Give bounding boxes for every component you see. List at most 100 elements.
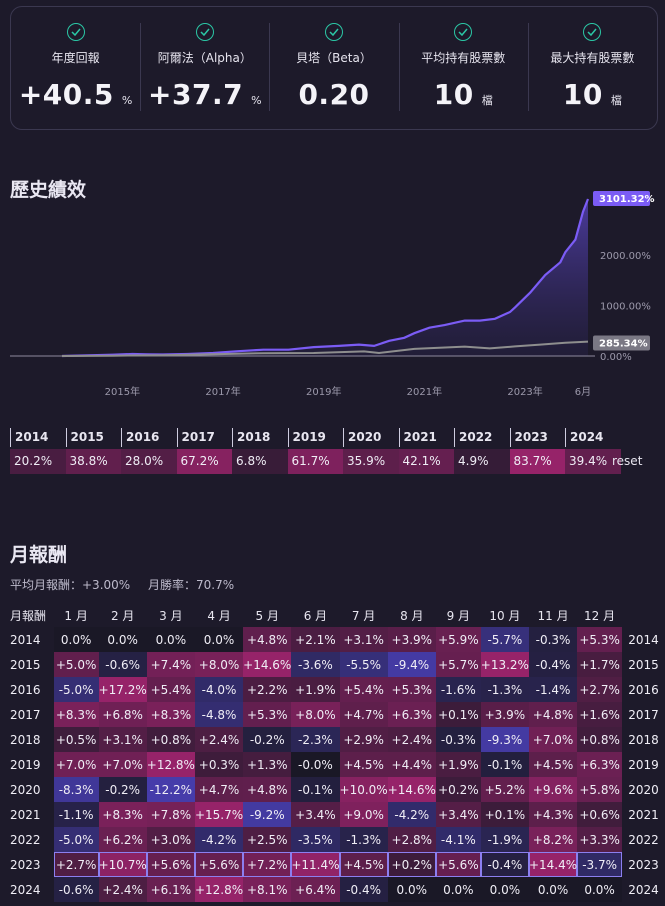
month-header: 10 月: [489, 608, 521, 623]
month-return-cell: +2.7%: [577, 677, 623, 702]
table-row: 2017 +8.3% +6.8% +8.3% -4.8% +5.3% +8.0% +4.7% +…: [4, 702, 665, 727]
row-year-label-right: 2021: [628, 807, 659, 822]
month-return-cell: -0.4%: [528, 652, 578, 677]
x-tick-label: 2015年: [105, 385, 140, 398]
month-return-cell: +0.1%: [435, 702, 481, 727]
monthly-summary: 平均月報酬：+3.00% 月勝率：70.7%: [10, 576, 234, 593]
month-return-cell: +1.9%: [291, 677, 340, 702]
year-cell[interactable]: 2024 39.4%: [565, 428, 621, 476]
year-cell[interactable]: 2016 28.0%: [121, 428, 177, 476]
row-year-label-right: 2022: [628, 832, 659, 847]
month-header: 9 月: [446, 608, 471, 623]
month-return-cell: -1.9%: [480, 827, 529, 852]
stat-label: 平均持有股票數: [421, 51, 506, 65]
month-return-cell: -3.5%: [291, 827, 340, 852]
month-return-cell: +8.3%: [53, 702, 99, 727]
stat-value: +40.5: [18, 78, 114, 111]
history-chart[interactable]: 2000.00% 1000.00% 0.00% 2015年 2017年 2019年 2021…: [0, 185, 665, 405]
month-return-cell: -2.3%: [291, 727, 340, 752]
y-tick-label: 2000.00%: [600, 251, 651, 262]
year-cell[interactable]: 2017 67.2%: [176, 428, 232, 476]
month-return-cell: +5.0%: [53, 652, 99, 677]
month-return-cell: -5.5%: [339, 652, 388, 677]
year-cell[interactable]: 2023 83.7%: [509, 428, 565, 476]
year-label: 2016: [121, 428, 159, 447]
month-return-cell: +6.4%: [291, 877, 340, 902]
month-return-cell: -4.2%: [387, 802, 436, 827]
month-return-cell: +12.8%: [194, 877, 244, 902]
month-return-cell: +4.3%: [528, 802, 578, 827]
month-return-cell: -3.6%: [291, 652, 340, 677]
stat-label: 貝塔（Beta）: [296, 51, 372, 65]
month-return-cell: +1.7%: [577, 652, 623, 677]
row-year-label-right: 2020: [628, 782, 659, 797]
month-header: 5 月: [255, 608, 279, 623]
year-cell[interactable]: 2021 42.1%: [398, 428, 454, 476]
stat-max-holdings: 最大持有股票數 10 檔: [527, 7, 657, 129]
month-return-cell: -0.6%: [53, 877, 99, 902]
row-year-label-right: 2018: [628, 732, 659, 747]
month-return-cell: -1.3%: [480, 677, 529, 702]
month-return-cell: +0.1%: [480, 802, 529, 827]
month-return-cell: +0.8%: [146, 727, 195, 752]
month-return-cell: -5.7%: [480, 627, 529, 652]
svg-text:285.34%: 285.34%: [599, 339, 648, 350]
table-row: 2022 -5.0% +6.2% +3.0% -4.2% +2.5% -3.5% -1.3% +…: [4, 827, 665, 852]
table-row: 2024 -0.6% +2.4% +6.1% +12.8% +8.1% +6.4% -0.4%…: [4, 877, 665, 902]
month-return-cell: +4.5%: [339, 852, 388, 877]
month-return-cell: +3.9%: [480, 702, 529, 727]
table-row: 2015 +5.0% -0.6% +7.4% +8.0% +14.6% -3.6% -5.5%…: [4, 652, 665, 677]
month-return-cell: +4.8%: [528, 702, 578, 727]
monthly-title: 月報酬: [10, 544, 68, 566]
month-return-cell: -0.4%: [480, 852, 529, 877]
stat-unit: %: [121, 94, 133, 107]
month-return-cell: +2.2%: [243, 677, 292, 702]
month-return-cell: -0.3%: [528, 627, 578, 652]
stat-unit: %: [251, 94, 262, 107]
month-return-cell: -0.3%: [435, 727, 481, 752]
month-return-cell: -0.6%: [98, 652, 147, 677]
month-return-cell: +13.2%: [480, 652, 529, 677]
row-year-label: 2022: [10, 832, 41, 847]
month-return-cell: +12.8%: [146, 752, 195, 777]
reset-button[interactable]: reset: [612, 454, 643, 468]
month-return-cell: +9.6%: [528, 777, 578, 802]
month-return-cell: +7.2%: [243, 852, 292, 877]
row-year-label-right: 2016: [628, 682, 659, 697]
month-return-cell: +5.8%: [577, 777, 623, 802]
stat-value: 10: [562, 78, 603, 111]
table-row: 2018 +0.5% +3.1% +0.8% +2.4% -0.2% -2.3% +2.9% +…: [4, 727, 665, 752]
x-tick-label: 2021年: [407, 385, 442, 398]
year-cell[interactable]: 2018 6.8%: [232, 428, 288, 476]
month-return-cell: +17.2%: [98, 677, 147, 702]
month-return-cell: +2.4%: [98, 877, 147, 902]
row-year-label: 2023: [10, 857, 41, 872]
month-return-cell: 0.0%: [435, 877, 481, 902]
stat-alpha: 阿爾法（Alpha） +37.7%: [140, 7, 269, 129]
table-row: 2021 -1.1% +8.3% +7.8% +15.7% -9.2% +3.4% +9.0%…: [4, 802, 665, 827]
year-cell[interactable]: 2015 38.8%: [65, 428, 121, 476]
month-header: 6 月: [303, 608, 328, 623]
stat-unit: 檔: [481, 94, 493, 107]
row-year-label-right: 2023: [628, 857, 659, 872]
row-year-label-right: 2017: [628, 707, 659, 722]
month-return-cell: +6.3%: [387, 702, 436, 727]
year-cell[interactable]: 2022 4.9%: [454, 428, 510, 476]
month-return-cell: +0.5%: [53, 727, 99, 752]
month-return-cell: -5.0%: [53, 677, 99, 702]
month-return-cell: +2.9%: [339, 727, 388, 752]
year-return-value: 4.9%: [454, 449, 510, 474]
row-year-label: 2015: [10, 657, 41, 672]
strategy-area: [62, 199, 588, 356]
year-cell[interactable]: 2020 35.9%: [343, 428, 399, 476]
year-return-value: 61.7%: [287, 449, 343, 474]
stat-annual-return: 年度回報 +40.5%: [11, 7, 140, 129]
year-cell[interactable]: 2014 20.2%: [10, 428, 66, 476]
year-return-value: 67.2%: [176, 449, 232, 474]
month-return-cell: +8.0%: [291, 702, 340, 727]
year-cell[interactable]: 2019 61.7%: [287, 428, 343, 476]
row-year-label: 2020: [10, 782, 41, 797]
month-return-cell: +3.4%: [291, 802, 340, 827]
month-return-cell: -0.2%: [243, 727, 292, 752]
month-return-cell: -1.3%: [339, 827, 388, 852]
